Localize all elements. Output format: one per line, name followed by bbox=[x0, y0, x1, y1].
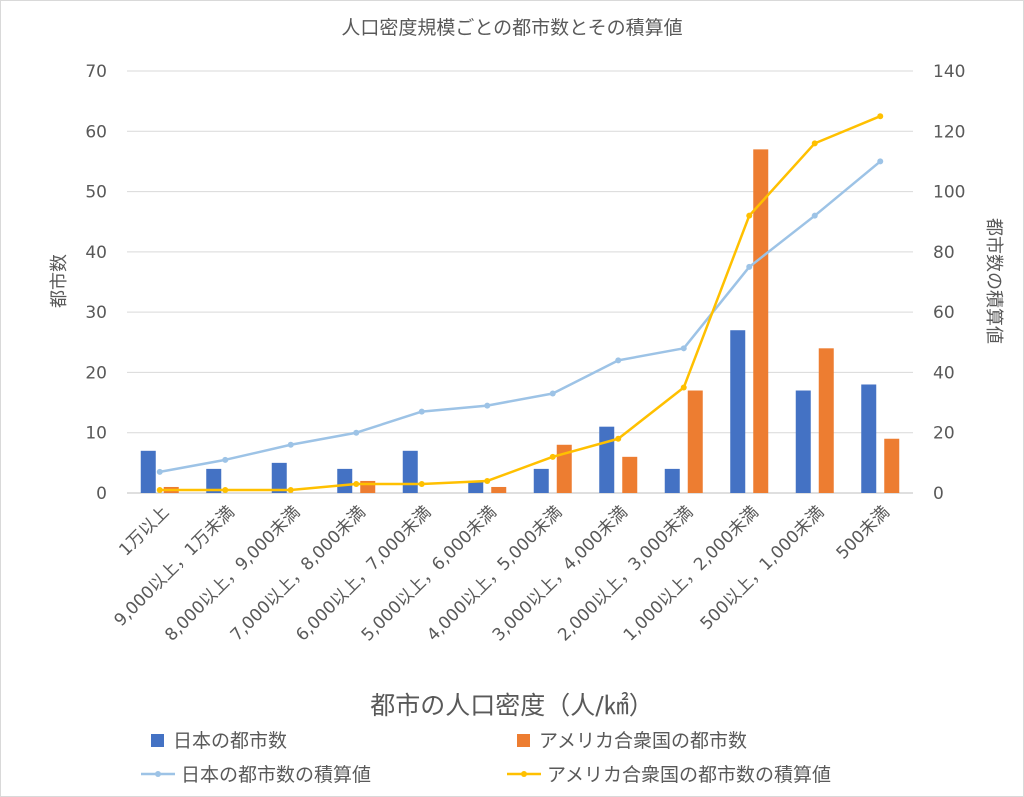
y-tick-label: 70 bbox=[85, 62, 107, 82]
bar-japan bbox=[206, 468, 222, 493]
point-usa-cumulative bbox=[484, 477, 491, 484]
point-usa-cumulative bbox=[549, 453, 556, 460]
x-axis-title: 都市の人口密度（人/㎢） bbox=[370, 691, 653, 720]
legend-marker bbox=[155, 771, 161, 777]
x-tick-label: 1万以上 bbox=[115, 502, 173, 560]
bar-japan bbox=[599, 426, 615, 493]
point-japan-cumulative bbox=[222, 456, 229, 463]
gridlines bbox=[127, 70, 913, 494]
line-usa-cumulative bbox=[159, 115, 881, 492]
y2-tick-label: 40 bbox=[933, 363, 955, 383]
bar-usa bbox=[687, 390, 703, 493]
y-tick-label: 10 bbox=[85, 424, 107, 444]
point-japan-cumulative bbox=[353, 429, 360, 436]
bar-japan bbox=[664, 468, 680, 493]
bar-usa bbox=[622, 456, 638, 493]
point-usa-cumulative bbox=[680, 384, 687, 391]
point-usa-cumulative bbox=[418, 480, 425, 487]
y2-tick-label: 140 bbox=[933, 62, 965, 82]
legend-marker bbox=[521, 771, 527, 777]
legend-label: 日本の都市数 bbox=[173, 730, 287, 752]
y-tick-label: 50 bbox=[85, 183, 107, 203]
x-tick-label: 500以上，1,000未満 bbox=[697, 502, 829, 634]
bar-usa bbox=[556, 444, 572, 493]
point-usa-cumulative bbox=[811, 140, 818, 147]
point-japan-cumulative bbox=[484, 402, 491, 409]
y2-tick-label: 60 bbox=[933, 303, 955, 323]
legend-label: アメリカ合衆国の都市数 bbox=[539, 730, 747, 752]
bar-japan bbox=[730, 330, 746, 493]
y2-tick-label: 100 bbox=[933, 183, 965, 203]
point-usa-cumulative bbox=[877, 113, 884, 120]
x-tick-label: 9,000以上，1万未満 bbox=[110, 502, 238, 630]
y-tick-label: 40 bbox=[85, 243, 107, 263]
bar-japan bbox=[271, 462, 287, 493]
y2-axis-title: 都市数の積算値 bbox=[983, 218, 1004, 344]
point-japan-cumulative bbox=[615, 357, 622, 364]
line-japan-cumulative bbox=[159, 160, 882, 474]
bar-japan bbox=[861, 384, 877, 493]
x-tick-label: 500未満 bbox=[833, 502, 894, 563]
point-usa-cumulative bbox=[353, 480, 360, 487]
point-usa-cumulative bbox=[222, 486, 229, 493]
point-japan-cumulative bbox=[418, 408, 425, 415]
y2-tick-label: 80 bbox=[933, 243, 955, 263]
bars bbox=[140, 149, 900, 493]
point-usa-cumulative bbox=[615, 435, 622, 442]
legend-label: アメリカ合衆国の都市数の積算値 bbox=[547, 764, 831, 786]
point-usa-cumulative bbox=[746, 212, 753, 219]
lines bbox=[156, 113, 884, 493]
y-tick-label: 20 bbox=[85, 363, 107, 383]
point-usa-cumulative bbox=[287, 486, 294, 493]
y-axis-title: 都市数 bbox=[49, 254, 70, 308]
bar-japan bbox=[795, 390, 811, 493]
bar-japan bbox=[468, 480, 484, 493]
legend-label: 日本の都市数の積算値 bbox=[181, 764, 371, 786]
y2-tick-label: 120 bbox=[933, 122, 965, 142]
point-japan-cumulative bbox=[746, 263, 753, 270]
point-usa-cumulative bbox=[156, 486, 163, 493]
point-japan-cumulative bbox=[549, 390, 556, 397]
bar-usa bbox=[884, 438, 900, 493]
bar-japan bbox=[533, 468, 549, 493]
point-japan-cumulative bbox=[877, 158, 884, 165]
bar-usa bbox=[491, 486, 507, 493]
legend-swatch bbox=[151, 734, 164, 747]
point-japan-cumulative bbox=[680, 345, 687, 352]
bar-japan bbox=[337, 468, 353, 493]
y-tick-label: 0 bbox=[96, 484, 107, 504]
bar-usa bbox=[818, 348, 834, 493]
y-tick-label: 30 bbox=[85, 303, 107, 323]
point-japan-cumulative bbox=[811, 212, 818, 219]
bar-japan bbox=[402, 450, 418, 493]
y2-tick-label: 0 bbox=[933, 484, 944, 504]
bar-usa bbox=[753, 149, 769, 493]
legend-swatch bbox=[517, 734, 530, 747]
point-japan-cumulative bbox=[287, 441, 294, 448]
point-japan-cumulative bbox=[156, 468, 163, 475]
chart-title: 人口密度規模ごとの都市数とその積算値 bbox=[341, 17, 682, 39]
y-tick-label: 60 bbox=[85, 122, 107, 142]
y2-tick-label: 20 bbox=[933, 424, 955, 444]
bar-japan bbox=[140, 450, 156, 493]
